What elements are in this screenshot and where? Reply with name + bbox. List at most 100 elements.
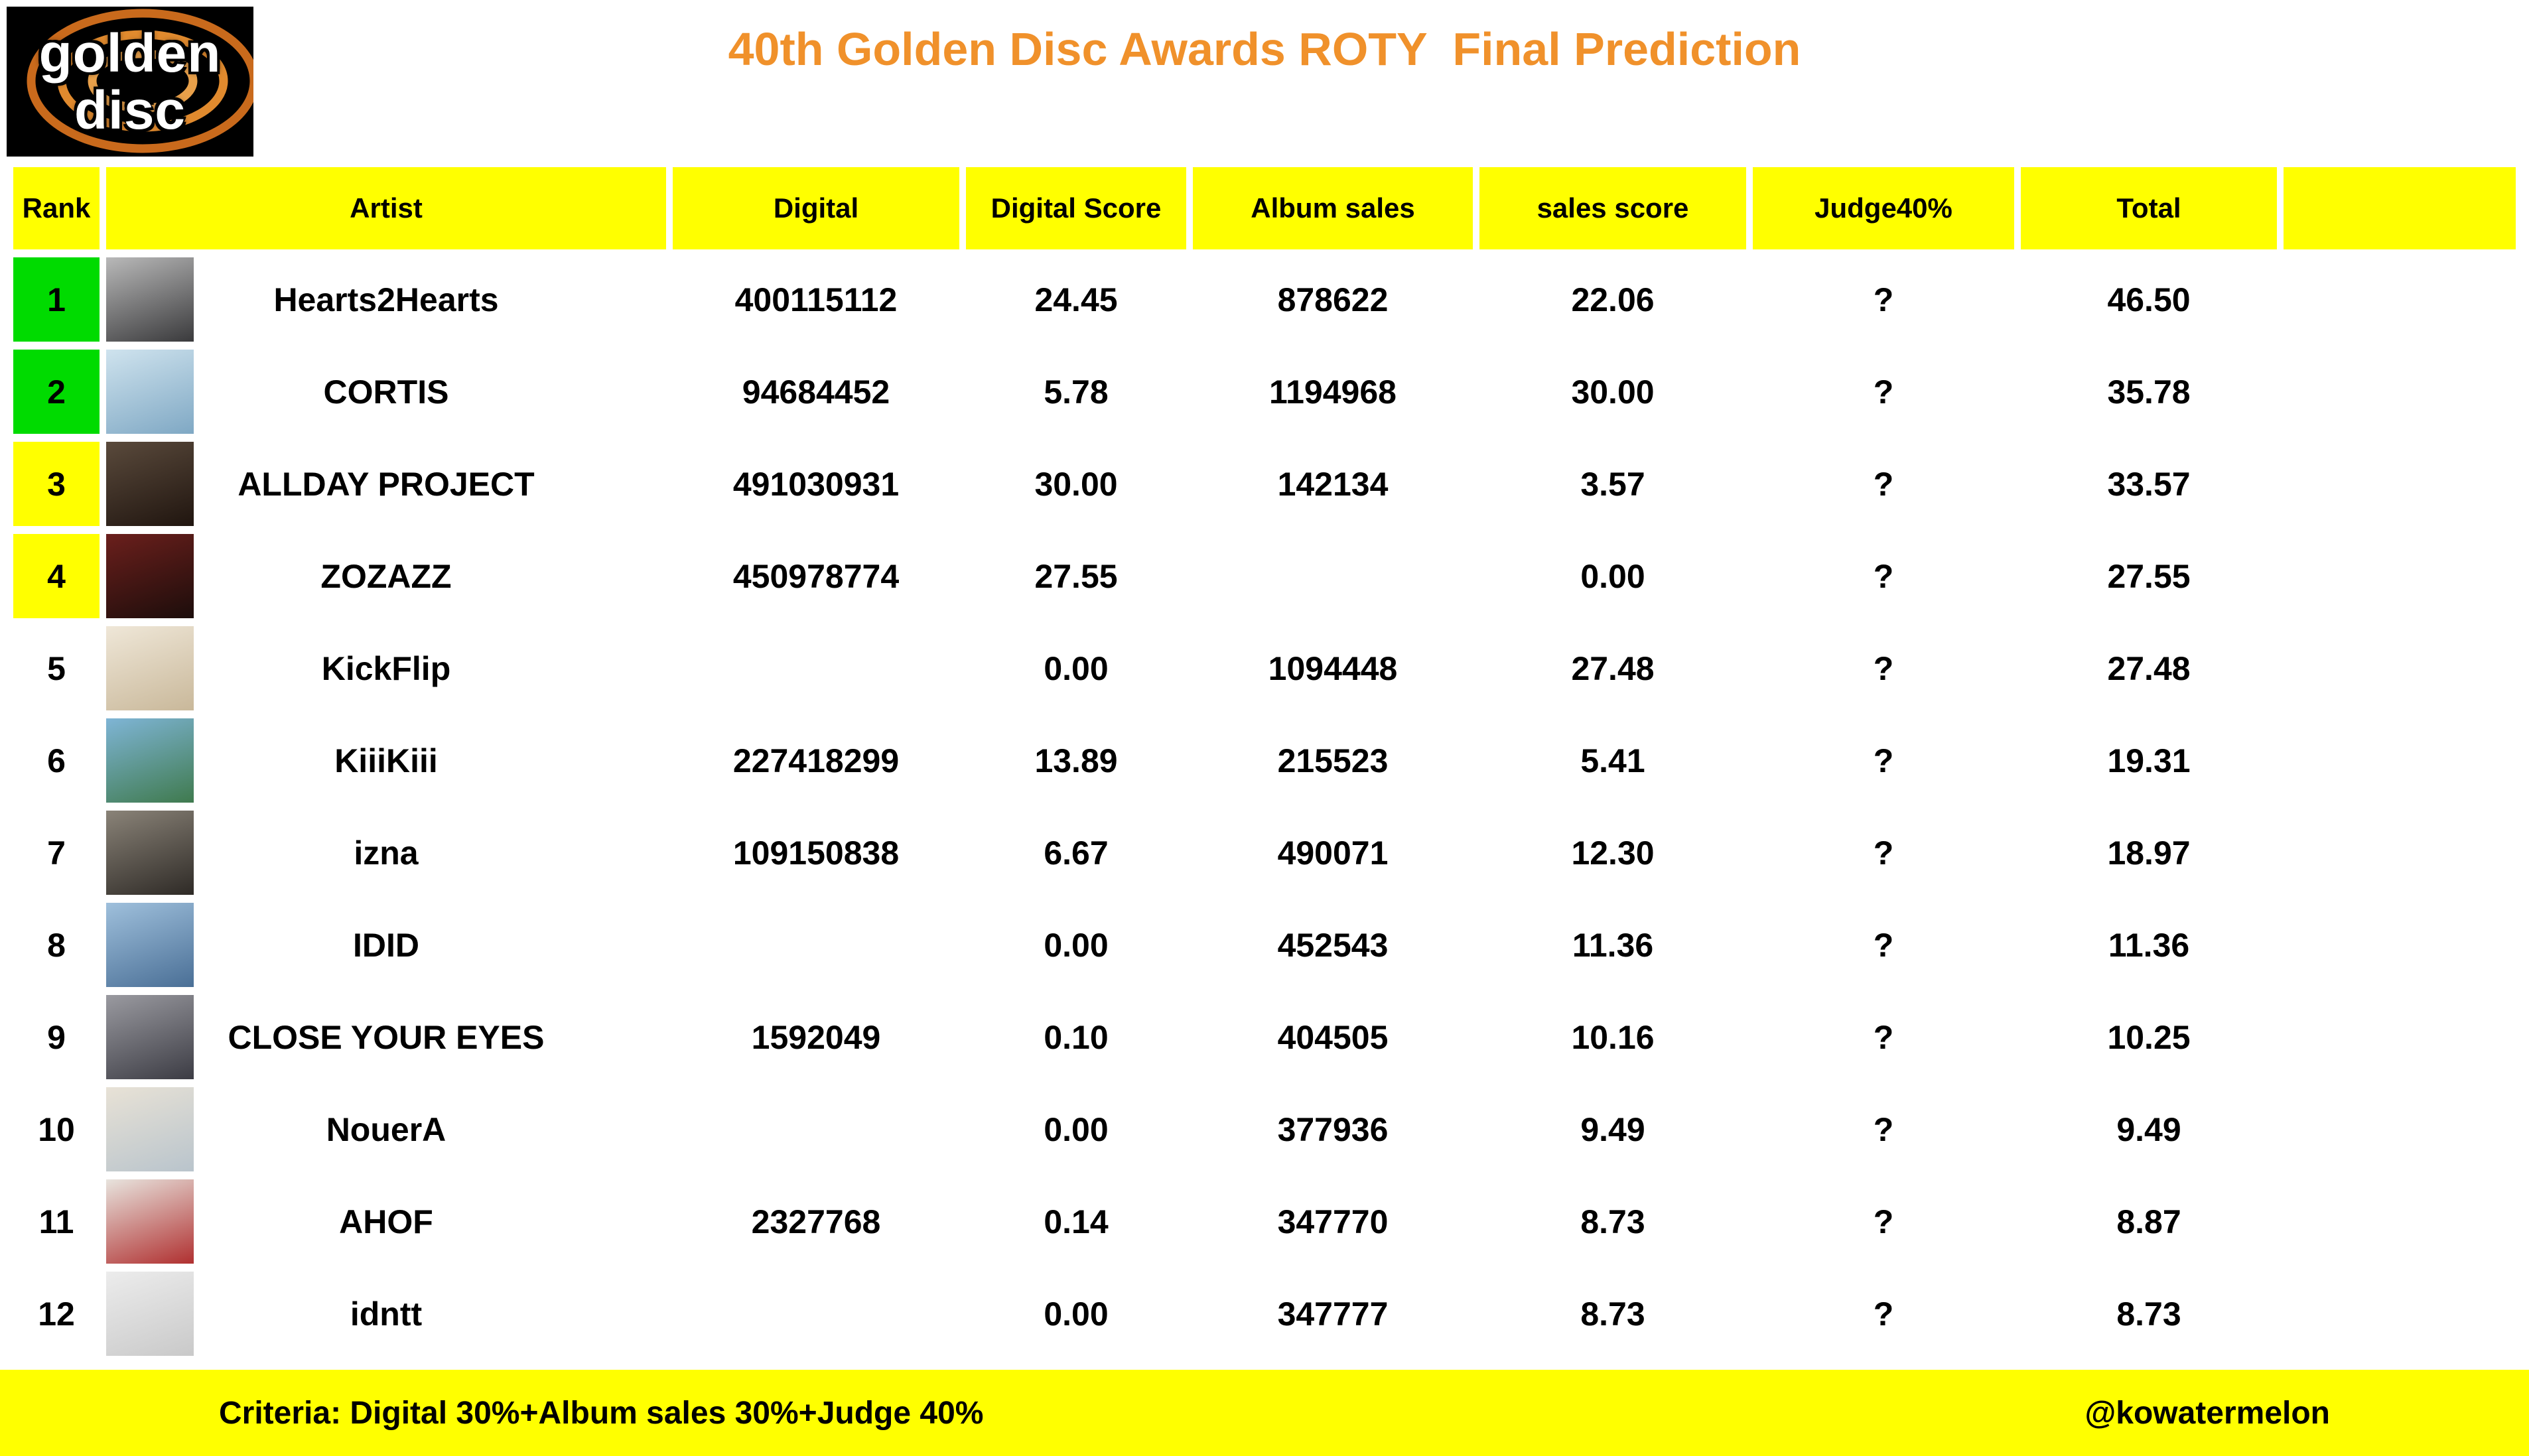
rank-cell: 9 [47,1018,66,1056]
credit-text: @kowatermelon [2085,1395,2330,1431]
sales-score-cell: 0.00 [1580,557,1645,595]
disc-rings-icon [7,7,253,157]
artist-cell: idntt [106,1272,666,1356]
artist-cell: CLOSE YOUR EYES [106,995,666,1079]
logo-text-disc: disc [74,80,186,141]
artist-photo [106,350,194,434]
total-cell: 8.87 [2116,1203,2181,1240]
rank-cell: 11 [38,1203,74,1240]
spacer-cell [2284,626,2516,710]
total-cell: 33.57 [2107,465,2191,503]
total-cell: 27.55 [2107,557,2191,595]
sales-score-cell: 8.73 [1580,1295,1645,1333]
rank-cell: 10 [38,1110,75,1148]
rank-cell: 7 [47,834,66,872]
spacer-cell [2284,718,2516,803]
logo-text-golden: golden [38,23,222,84]
total-cell: 11.36 [2108,926,2190,964]
spacer-cell [2284,1272,2516,1356]
spacer-cell [2284,995,2516,1079]
header-cell-artist: Artist [106,167,666,249]
artist-photo [106,442,194,526]
digital-cell: 227418299 [732,742,900,779]
sales-score-cell: 9.49 [1580,1110,1645,1148]
artist-name: KiiiKiii [334,742,438,779]
header-cell-judge: Judge40% [1753,167,2014,249]
sales-score-cell: 22.06 [1571,281,1655,318]
artist-photo [106,257,194,342]
album-sales-cell: 1194968 [1269,373,1397,411]
album-sales-cell [1193,534,1473,618]
judge-cell: ? [1873,465,1894,503]
artist-cell: ZOZAZZ [106,534,666,618]
artist-cell: KickFlip [106,626,666,710]
digital-score-cell: 24.45 [1034,281,1118,318]
artist-name: idntt [350,1295,423,1333]
artist-name: AHOF [339,1203,433,1240]
judge-cell: ? [1873,1110,1894,1148]
artist-cell: izna [106,811,666,895]
rank-cell: 8 [47,926,66,964]
digital-cell: 109150838 [732,834,900,872]
digital-score-cell: 0.14 [1044,1203,1109,1240]
artist-cell: Hearts2Hearts [106,257,666,342]
artist-name: CLOSE YOUR EYES [228,1018,545,1056]
artist-photo [106,995,194,1079]
digital-score-cell: 6.67 [1044,834,1109,872]
album-sales-cell: 878622 [1277,281,1389,318]
artist-cell: ALLDAY PROJECT [106,442,666,526]
judge-cell: ? [1873,1018,1894,1056]
spacer-cell [2284,1179,2516,1264]
rank-cell: 5 [47,649,66,687]
artist-photo [106,1179,194,1264]
digital-score-cell: 0.00 [1044,1295,1109,1333]
spacer-cell [2284,1087,2516,1171]
digital-score-cell: 27.55 [1034,557,1118,595]
judge-cell: ? [1873,1203,1894,1240]
digital-score-cell: 30.00 [1034,465,1118,503]
total-cell: 9.49 [2116,1110,2181,1148]
sales-score-cell: 3.57 [1580,465,1645,503]
rank-cell: 3 [13,442,100,526]
artist-name: NouerA [326,1110,446,1148]
artist-cell: CORTIS [106,350,666,434]
artist-name: KickFlip [321,649,451,687]
album-sales-cell: 1094448 [1268,649,1398,687]
digital-cell [673,626,959,710]
total-cell: 35.78 [2107,373,2191,411]
digital-cell [673,1272,959,1356]
rank-cell: 12 [38,1295,75,1333]
rank-cell: 1 [13,257,100,342]
digital-cell: 1592049 [751,1018,881,1056]
total-cell: 18.97 [2107,834,2191,872]
artist-name: CORTIS [323,373,449,411]
digital-cell: 2327768 [751,1203,881,1240]
artist-cell: NouerA [106,1087,666,1171]
page-header: golden disc 40th Golden Disc Awards ROTY… [0,0,2529,167]
album-sales-cell: 347777 [1277,1295,1389,1333]
total-cell: 10.25 [2107,1018,2191,1056]
album-sales-cell: 404505 [1277,1018,1389,1056]
judge-cell: ? [1873,834,1894,872]
album-sales-cell: 490071 [1277,834,1389,872]
artist-name: Hearts2Hearts [273,281,499,318]
spacer-cell [2284,903,2516,987]
artist-name: ALLDAY PROJECT [238,465,535,503]
artist-name: IDID [353,926,419,964]
sales-score-cell: 12.30 [1571,834,1655,872]
artist-photo [106,626,194,710]
header-cell-spacer [2284,167,2516,249]
sales-score-cell: 5.41 [1580,742,1645,779]
golden-disc-logo: golden disc [7,7,253,157]
total-cell: 19.31 [2107,742,2191,779]
sales-score-cell: 11.36 [1572,926,1654,964]
artist-photo [106,811,194,895]
digital-cell: 450978774 [732,557,900,595]
header-cell-album-sales: Album sales [1193,167,1473,249]
rank-cell: 2 [13,350,100,434]
digital-score-cell: 5.78 [1044,373,1109,411]
judge-cell: ? [1873,926,1894,964]
judge-cell: ? [1873,1295,1894,1333]
page-title: 40th Golden Disc Awards ROTY Final Predi… [728,23,1801,75]
digital-score-cell: 0.00 [1044,649,1109,687]
